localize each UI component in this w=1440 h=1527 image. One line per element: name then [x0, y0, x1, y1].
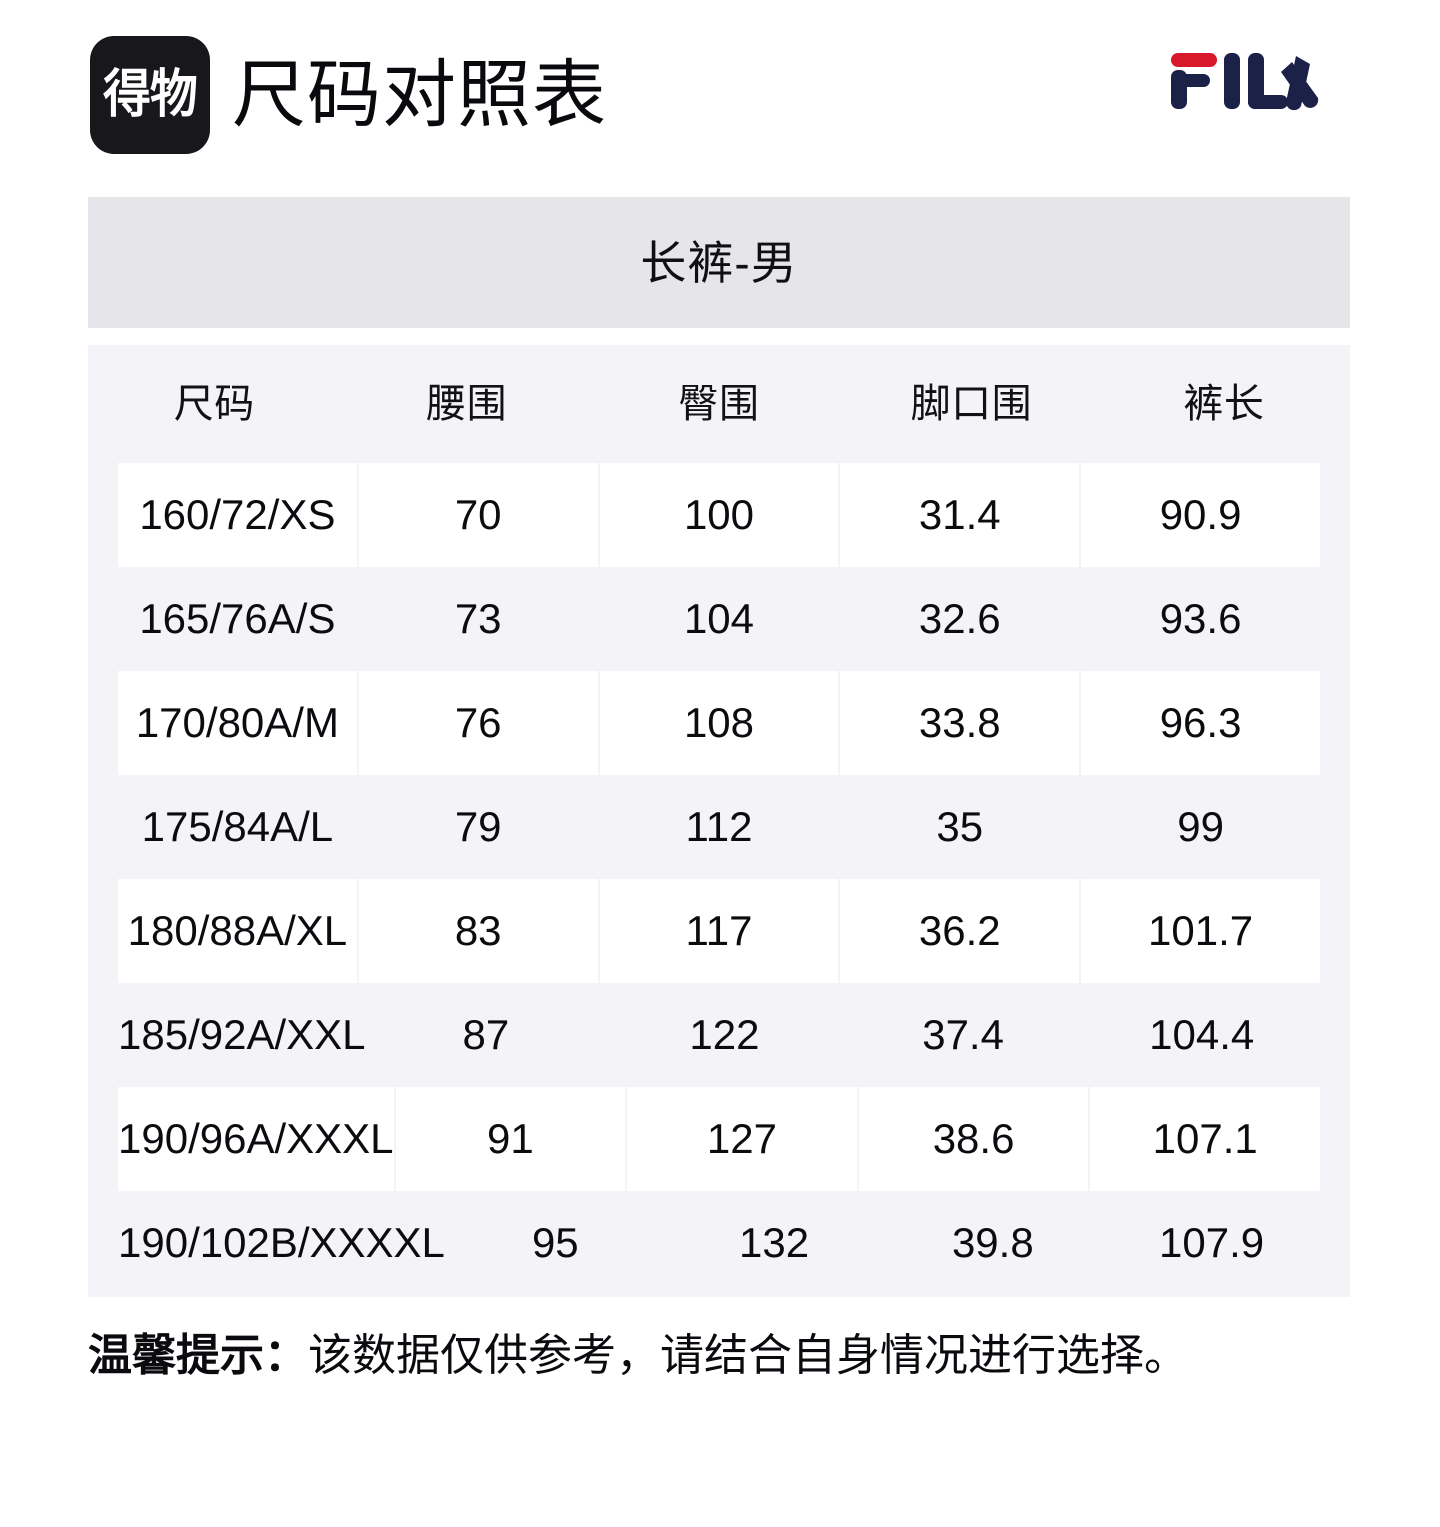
cell-size: 170/80A/M: [118, 671, 357, 775]
table-header-row: 尺码 腰围 臀围 脚口围 裤长: [88, 345, 1350, 463]
cell-size: 175/84A/L: [141, 803, 334, 850]
cell-hip: 100: [599, 463, 839, 567]
cell-leg-opening: 32.6: [918, 595, 1001, 642]
table-row: 190/102B/XXXXL 95 132 39.8 107.9: [118, 1191, 1320, 1295]
cell-size: 160/72/XS: [118, 463, 357, 567]
cell-leg-opening: 33.8: [840, 671, 1080, 775]
cell-hip: 112: [685, 803, 753, 850]
cell-leg-opening: 38.6: [858, 1087, 1089, 1191]
cell-leg-opening: 37.4: [922, 1011, 1004, 1058]
cell-leg-opening: 39.8: [951, 1219, 1034, 1266]
cell-size: 180/88A/XL: [118, 879, 357, 983]
column-header-hip: 臀围: [678, 382, 760, 426]
table-row: 170/80A/M 76 108 33.8 96.3: [118, 671, 1320, 775]
footer-note-label: 温馨提示：: [88, 1331, 308, 1380]
section-title: 长裤-男: [640, 236, 798, 289]
cell-size: 190/102B/XXXXL: [118, 1219, 445, 1266]
column-header-size: 尺码: [173, 382, 255, 426]
cell-leg-opening: 35: [936, 803, 984, 850]
dewu-logo-icon: 得物: [90, 36, 210, 154]
cell-waist: 87: [462, 1011, 510, 1058]
cell-length: 107.1: [1090, 1087, 1320, 1191]
table-row: 175/84A/L 79 112 35 99: [118, 775, 1320, 879]
fila-logo-icon: [1168, 50, 1320, 112]
page-title: 尺码对照表: [232, 53, 607, 136]
table-row: 180/88A/XL 83 117 36.2 101.7: [118, 879, 1320, 983]
cell-length: 99: [1177, 803, 1224, 850]
table-row: 165/76A/S 73 104 32.6 93.6: [118, 567, 1320, 671]
table-row: 160/72/XS 70 100 31.4 90.9: [118, 463, 1320, 567]
cell-length: 96.3: [1081, 671, 1320, 775]
cell-size: 185/92A/XXL: [118, 1011, 366, 1058]
page-header: 得物 尺码对照表: [0, 0, 1440, 190]
cell-waist: 73: [454, 595, 502, 642]
cell-waist: 91: [395, 1087, 626, 1191]
cell-hip: 117: [599, 879, 839, 983]
brand-block: 得物 尺码对照表: [90, 36, 607, 154]
cell-size: 190/96A/XXXL: [118, 1087, 394, 1191]
table-row: 185/92A/XXL 87 122 37.4 104.4: [118, 983, 1320, 1087]
column-header-length: 裤长: [1183, 382, 1265, 426]
cell-hip: 122: [689, 1011, 760, 1058]
cell-hip: 127: [627, 1087, 857, 1191]
column-header-waist: 腰围: [426, 382, 508, 426]
cell-length: 107.9: [1159, 1219, 1265, 1266]
cell-waist: 95: [531, 1219, 579, 1266]
cell-hip: 132: [739, 1219, 810, 1266]
cell-leg-opening: 31.4: [840, 463, 1080, 567]
footer-note: 温馨提示：该数据仅供参考，请结合自身情况进行选择。: [88, 1330, 1368, 1383]
cell-length: 93.6: [1159, 595, 1242, 642]
cell-size: 165/76A/S: [139, 595, 336, 642]
table-row: 190/96A/XXXL 91 127 38.6 107.1: [118, 1087, 1320, 1191]
cell-waist: 70: [358, 463, 598, 567]
section-title-bar: 长裤-男: [88, 197, 1350, 328]
table-body: 160/72/XS 70 100 31.4 90.9 165/76A/S 73 …: [88, 463, 1350, 1295]
cell-length: 104.4: [1149, 1011, 1255, 1058]
cell-hip: 104: [683, 595, 755, 642]
cell-waist: 79: [454, 803, 502, 850]
cell-waist: 76: [358, 671, 598, 775]
cell-hip: 108: [599, 671, 839, 775]
size-table: 尺码 腰围 臀围 脚口围 裤长 160/72/XS 70 100 31.4 90…: [88, 345, 1350, 1297]
footer-note-text: 该数据仅供参考，请结合自身情况进行选择。: [308, 1331, 1188, 1380]
cell-length: 90.9: [1081, 463, 1320, 567]
cell-length: 101.7: [1081, 879, 1320, 983]
cell-leg-opening: 36.2: [840, 879, 1080, 983]
dewu-logo-text: 得物: [103, 65, 198, 125]
cell-waist: 83: [358, 879, 598, 983]
column-header-leg-opening: 脚口围: [910, 382, 1033, 426]
